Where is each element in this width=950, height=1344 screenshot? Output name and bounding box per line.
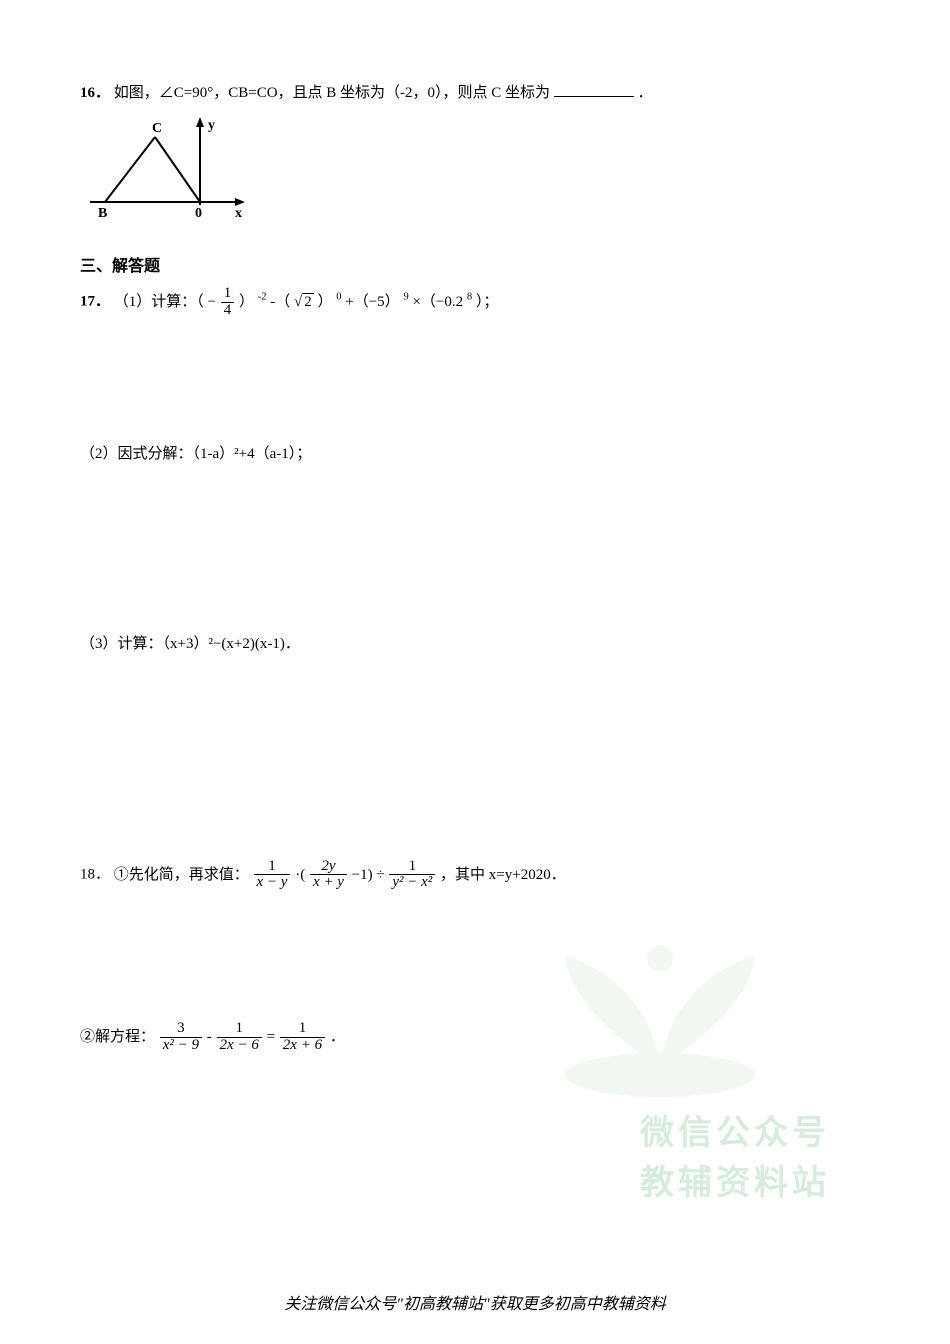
q17-exp2: 0 xyxy=(336,292,341,303)
page-footer: 关注微信公众号"初高教辅站"获取更多初高中教辅资料 xyxy=(0,1290,950,1314)
q18-p2-tail: ． xyxy=(330,1029,345,1045)
problem-18: 18． ①先化简，再求值： 1 x − y ·( 2y x + y −1) ÷ … xyxy=(80,859,870,892)
q17-exp3: 9 xyxy=(403,292,408,303)
work-space-17-1 xyxy=(80,329,870,439)
q17-p1-mid2: -（ xyxy=(270,294,290,310)
q18-g1: 3 x² − 9 xyxy=(160,1021,202,1054)
label-B: B xyxy=(98,206,107,221)
label-O: 0 xyxy=(195,206,202,221)
sqrt-icon: √2 xyxy=(294,289,314,316)
label-C: C xyxy=(152,121,162,136)
label-y: y xyxy=(208,118,215,133)
watermark-text-1: 微信公众号 xyxy=(640,1105,830,1154)
label-x: x xyxy=(235,206,242,221)
q18-minus1: −1) ÷ xyxy=(352,866,385,882)
triangle-diagram: C B 0 x y xyxy=(80,117,250,227)
q16-number: 16． xyxy=(80,85,110,101)
q18-frac1: 1 x − y xyxy=(254,859,291,892)
q17-part2: （2）因式分解：（1-a）²+4（a-1）； xyxy=(80,439,870,469)
problem-17: 17． （1）计算：（ − 1 4 ） -2 -（ √2 ） 0 +（−5） 9… xyxy=(80,286,870,319)
q18-number: 18． xyxy=(80,866,110,882)
problem-16: 16． 如图，∠C=90°，CB=CO，且点 B 坐标为（-2，0），则点 C … xyxy=(80,80,870,107)
q18-p1-tail: ，其中 x=y+2020． xyxy=(440,866,566,882)
q16-blank xyxy=(554,82,634,97)
q17-p1-mid5: ×（−0.2 xyxy=(412,294,463,310)
q18-g3: 1 2x + 6 xyxy=(280,1021,325,1054)
work-space-18-1 xyxy=(80,901,870,1021)
q16-text-before: 如图，∠C=90°，CB=CO，且点 B 坐标为（-2，0），则点 C 坐标为 xyxy=(114,85,550,101)
q17-exp4: 8 xyxy=(467,292,472,303)
q17-p1-a: （1）计算：（ xyxy=(114,294,204,310)
problem-18-part2: ②解方程： 3 x² − 9 - 1 2x − 6 = 1 2x + 6 ． xyxy=(80,1021,870,1054)
q17-neg: − xyxy=(208,294,216,310)
q18-g2: 1 2x − 6 xyxy=(217,1021,262,1054)
q17-p1-mid3: ） xyxy=(318,294,333,310)
q18-p2-intro: ②解方程： xyxy=(80,1029,155,1045)
page-content: 16． 如图，∠C=90°，CB=CO，且点 B 坐标为（-2，0），则点 C … xyxy=(0,0,950,1054)
section-3-title: 三、解答题 xyxy=(80,252,870,276)
q16-text-after: ． xyxy=(638,85,653,101)
q17-exp1: -2 xyxy=(258,292,267,303)
q17-part3: （3）计算：（x+3）²−(x+2)(x-1)． xyxy=(80,629,870,659)
q16-figure: C B 0 x y xyxy=(80,117,870,232)
q18-frac3: 1 y² − x² xyxy=(389,859,435,892)
q18-eq: = xyxy=(267,1029,279,1045)
q18-dot: ·( xyxy=(295,866,305,882)
q18-frac2: 2y x + y xyxy=(310,859,347,892)
q17-number: 17． xyxy=(80,294,110,310)
q18-minus: - xyxy=(207,1029,216,1045)
q18-p1-intro: ①先化简，再求值： xyxy=(114,866,249,882)
work-space-17-3 xyxy=(80,659,870,859)
work-space-17-2 xyxy=(80,469,870,629)
q17-frac-1-4: 1 4 xyxy=(221,286,235,319)
q17-p1-mid1: ） xyxy=(239,294,254,310)
watermark-text-2: 教辅资料站 xyxy=(640,1155,830,1204)
q17-p1-end: ）； xyxy=(476,294,499,310)
q17-p1-mid4: +（−5） xyxy=(345,294,399,310)
